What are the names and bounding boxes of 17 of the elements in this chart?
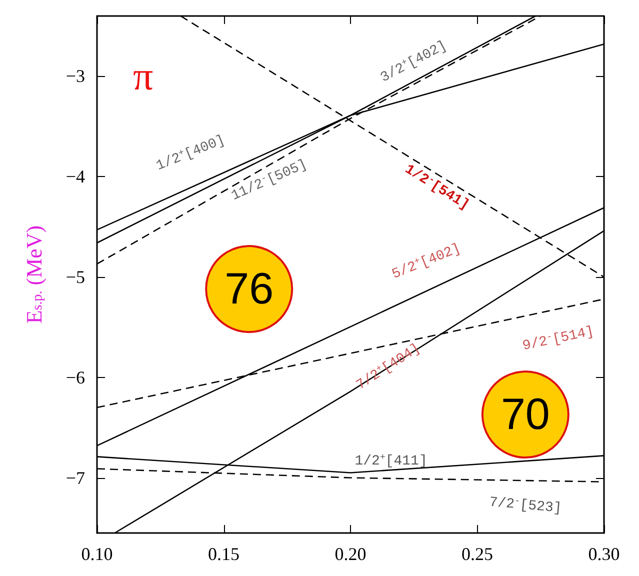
- x-tick-label: 0.20: [334, 544, 366, 564]
- y-tick-label: −7: [66, 468, 85, 488]
- x-tick-label: 0.30: [588, 544, 620, 564]
- text: 9/2-[514]: [521, 324, 596, 355]
- series-label: 7/2-[523]: [488, 494, 562, 518]
- y-axis-title: Es.p. (MeV): [22, 225, 46, 324]
- x-tick-label: 0.10: [81, 544, 113, 564]
- y-tick-label: −6: [66, 367, 85, 388]
- x-tick-label: 0.25: [462, 544, 493, 564]
- y-tick-label: −4: [66, 166, 85, 187]
- annotation: 70: [500, 390, 550, 440]
- x-tick-label: 0.15: [208, 544, 240, 564]
- annotation: π: [133, 54, 154, 98]
- annotation: 76: [224, 264, 274, 314]
- series-label: 1/2+[411]: [354, 452, 428, 470]
- y-tick-label: −3: [66, 66, 85, 86]
- y-tick-label: −5: [66, 267, 85, 288]
